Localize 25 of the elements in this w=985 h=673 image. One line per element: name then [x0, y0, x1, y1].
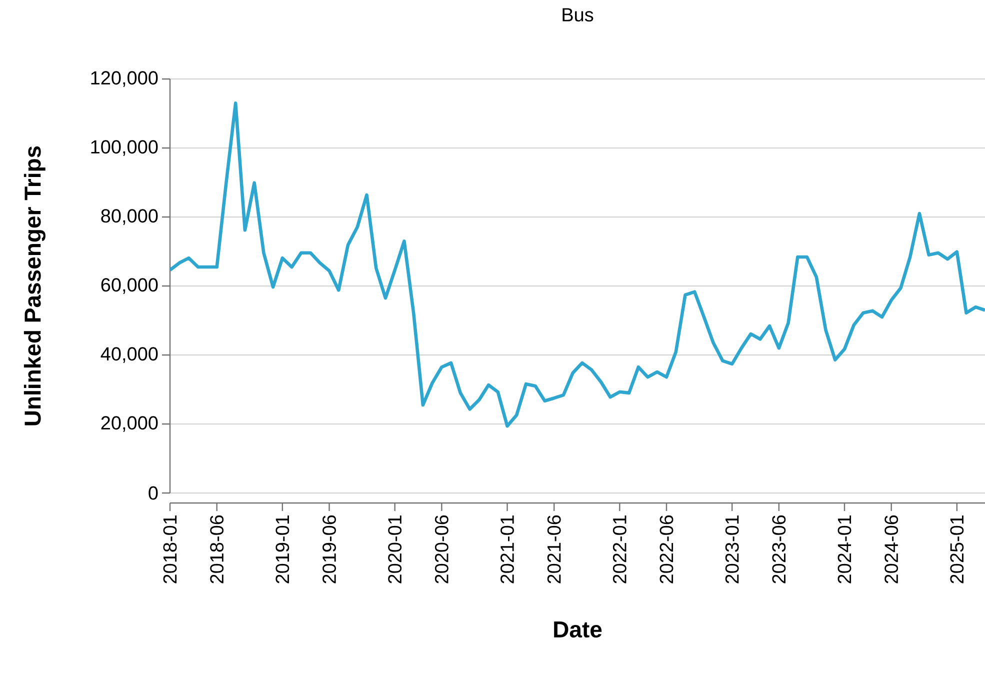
x-axis-title: Date	[554, 622, 602, 638]
x-tick-label: 2024-06	[884, 515, 898, 584]
y-tick-label: 60,000	[101, 278, 158, 294]
y-tick-label: 40,000	[100, 347, 158, 363]
y-tick-label: 20,000	[101, 416, 158, 432]
y-tick-label: 120,000	[91, 71, 158, 87]
y-tick-label: 80,000	[101, 209, 158, 225]
x-tick-label: 2019-06	[322, 515, 336, 584]
x-tick-label: 2018-06	[210, 515, 224, 584]
x-tick-label: 2018-01	[163, 515, 177, 584]
x-tick-label: 2019-01	[276, 515, 290, 584]
x-tick-label: 2023-06	[772, 515, 786, 584]
x-tick-label: 2021-01	[500, 515, 514, 584]
chart-title: Bus	[562, 8, 594, 22]
x-tick-label: 2025-01	[950, 515, 964, 584]
y-axis-title: Unlinked Passenger Trips	[24, 146, 46, 426]
y-tick-label: 100,000	[91, 140, 158, 156]
x-tick-label: 2020-06	[434, 515, 448, 584]
x-tick-label: 2024-01	[838, 515, 852, 584]
x-tick-label: 2022-06	[660, 515, 674, 584]
x-tick-label: 2020-01	[388, 515, 402, 584]
y-tick-label: 0	[148, 486, 158, 500]
x-tick-label: 2022-01	[612, 515, 626, 584]
x-tick-label: 2021-06	[547, 515, 561, 584]
x-tick-label: 2023-01	[725, 515, 739, 584]
